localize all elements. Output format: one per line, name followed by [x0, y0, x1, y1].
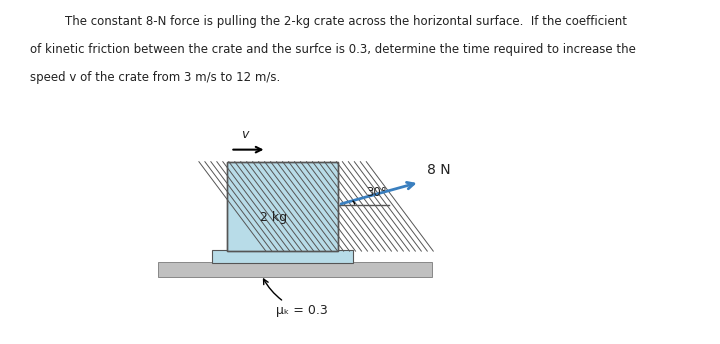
Text: 2 kg: 2 kg	[260, 211, 287, 224]
Bar	[227, 162, 338, 251]
Text: 8 N: 8 N	[427, 163, 450, 177]
Bar	[212, 250, 353, 263]
Text: v: v	[241, 128, 248, 141]
Bar	[227, 162, 338, 251]
Text: of kinetic friction between the crate and the surfce is 0.3, determine the time : of kinetic friction between the crate an…	[30, 43, 636, 56]
Text: μₖ = 0.3: μₖ = 0.3	[264, 279, 328, 318]
Text: 30°: 30°	[366, 186, 387, 200]
Text: speed v of the crate from 3 m/s to 12 m/s.: speed v of the crate from 3 m/s to 12 m/…	[30, 71, 281, 84]
Bar	[158, 262, 432, 277]
Text: The constant 8-N force is pulling the 2-kg crate across the horizontal surface. : The constant 8-N force is pulling the 2-…	[65, 15, 627, 29]
